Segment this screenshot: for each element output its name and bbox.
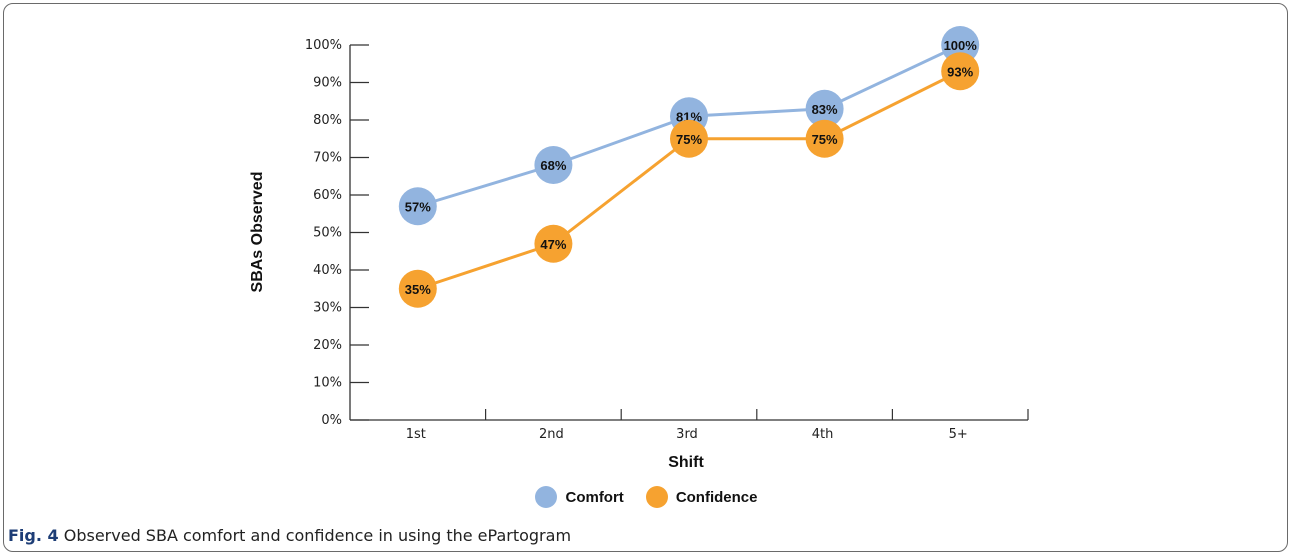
line-chart: 0% 10% 20% 30% 40% 50% 60% 70% 80% 90% 100% 1st 2nd… xyxy=(249,26,1029,471)
data-point-confidence xyxy=(941,52,980,91)
x-axis-title: Shift xyxy=(668,454,704,471)
y-tick-label: 20% xyxy=(313,338,342,353)
legend-swatch-comfort xyxy=(535,486,558,508)
y-axis: 0% 10% 20% 30% 40% 50% 60% 70% 80% 90% 100% xyxy=(305,38,369,428)
data-label-comfort: 100% xyxy=(944,38,978,53)
y-axis-title: SBAs Observed xyxy=(249,172,266,293)
data-label-comfort: 83% xyxy=(812,102,838,117)
data-point-confidence xyxy=(670,119,708,158)
data-label-confidence: 35% xyxy=(405,282,431,297)
x-tick-label: 2nd xyxy=(539,427,564,442)
data-point-comfort xyxy=(941,26,980,64)
data-label-confidence: 47% xyxy=(540,237,566,252)
y-tick-label: 70% xyxy=(313,151,342,166)
y-tick-label: 30% xyxy=(313,301,342,316)
legend-label-confidence: Confidence xyxy=(675,488,758,506)
series-points: 57% 68% 81% 83% 100% 35% 47% 75% 75% 93% xyxy=(398,26,980,308)
data-point-confidence xyxy=(534,224,573,263)
data-point-confidence xyxy=(805,119,844,158)
data-point-comfort xyxy=(805,89,844,128)
data-point-comfort xyxy=(398,187,437,226)
caption-text: Observed SBA comfort and confidence in u… xyxy=(58,526,572,545)
data-label-comfort: 57% xyxy=(405,199,431,214)
y-tick-label: 40% xyxy=(313,263,342,278)
y-tick-label: 100% xyxy=(305,38,342,53)
y-tick-label: 80% xyxy=(313,113,342,128)
figure-frame xyxy=(3,3,1288,552)
y-tick-label: 60% xyxy=(313,188,342,203)
data-label-confidence: 75% xyxy=(812,132,838,147)
y-tick-label: 0% xyxy=(321,413,342,428)
y-tick-label: 10% xyxy=(313,376,342,391)
data-point-comfort xyxy=(534,146,573,184)
data-label-comfort: 81% xyxy=(676,109,702,124)
data-label-confidence: 93% xyxy=(947,64,973,79)
data-label-comfort: 68% xyxy=(540,158,566,173)
series-lines xyxy=(417,43,961,291)
x-tick-label: 1st xyxy=(406,427,426,442)
y-tick-label: 50% xyxy=(313,226,342,241)
legend-label-comfort: Comfort xyxy=(565,488,624,506)
figure-number: Fig. 4 xyxy=(8,526,59,545)
data-point-confidence xyxy=(398,269,437,308)
legend-item-confidence: Confidence xyxy=(645,486,758,508)
data-label-confidence: 75% xyxy=(676,132,702,147)
legend: Comfort Confidence xyxy=(0,486,1293,508)
x-tick-label: 4th xyxy=(812,427,834,442)
x-axis: 1st 2nd 3rd 4th 5+ xyxy=(350,409,1029,442)
legend-item-comfort: Comfort xyxy=(535,486,624,508)
y-tick-label: 90% xyxy=(313,76,342,91)
figure-caption: Fig. 4 Observed SBA comfort and confiden… xyxy=(8,526,571,545)
legend-swatch-confidence xyxy=(645,486,668,508)
x-tick-label: 5+ xyxy=(949,427,968,442)
x-tick-label: 3rd xyxy=(676,427,698,442)
